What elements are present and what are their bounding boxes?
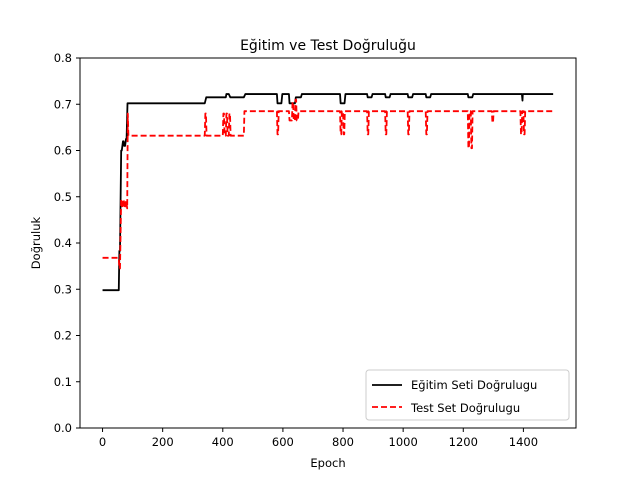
y-tick-label: 0.6 bbox=[54, 144, 72, 158]
x-tick-label: 800 bbox=[332, 435, 354, 449]
chart-title: Eğitim ve Test Doğruluğu bbox=[240, 38, 416, 54]
x-tick-label: 0 bbox=[99, 435, 106, 449]
axes: 0 200 400 600 800 1000 1200 1400 0.0 0.1 0.2 0.3 0.4… bbox=[54, 51, 577, 449]
legend: Eğitim Seti Doğrulugu Test Set Doğrulugu bbox=[365, 369, 570, 421]
y-tick-label: 0.5 bbox=[54, 190, 72, 204]
series-line-1 bbox=[102, 98, 554, 270]
x-tick-label: 600 bbox=[272, 435, 294, 449]
x-tick-label: 1000 bbox=[389, 435, 418, 449]
x-axis-label: Epoch bbox=[310, 456, 345, 470]
y-tick-label: 0.8 bbox=[54, 51, 72, 65]
y-tick-label: 0.3 bbox=[54, 282, 72, 296]
x-tick-label: 1400 bbox=[509, 435, 538, 449]
x-tick-label: 400 bbox=[212, 435, 234, 449]
legend-frame bbox=[365, 369, 570, 421]
series-line-0 bbox=[102, 93, 554, 292]
y-tick-label: 0.7 bbox=[54, 97, 72, 111]
y-axis-label: Doğruluk bbox=[29, 216, 43, 269]
y-tick-label: 0.0 bbox=[54, 421, 72, 435]
legend-label-train: Eğitim Seti Doğrulugu bbox=[411, 378, 537, 392]
legend-label-test: Test Set Doğrulugu bbox=[410, 401, 520, 415]
x-tick-label: 1200 bbox=[449, 435, 478, 449]
y-tick-label: 0.2 bbox=[54, 329, 72, 343]
plot-area bbox=[102, 93, 554, 292]
y-tick-label: 0.4 bbox=[54, 236, 72, 250]
x-tick-label: 200 bbox=[152, 435, 174, 449]
y-tick-label: 0.1 bbox=[54, 375, 72, 389]
